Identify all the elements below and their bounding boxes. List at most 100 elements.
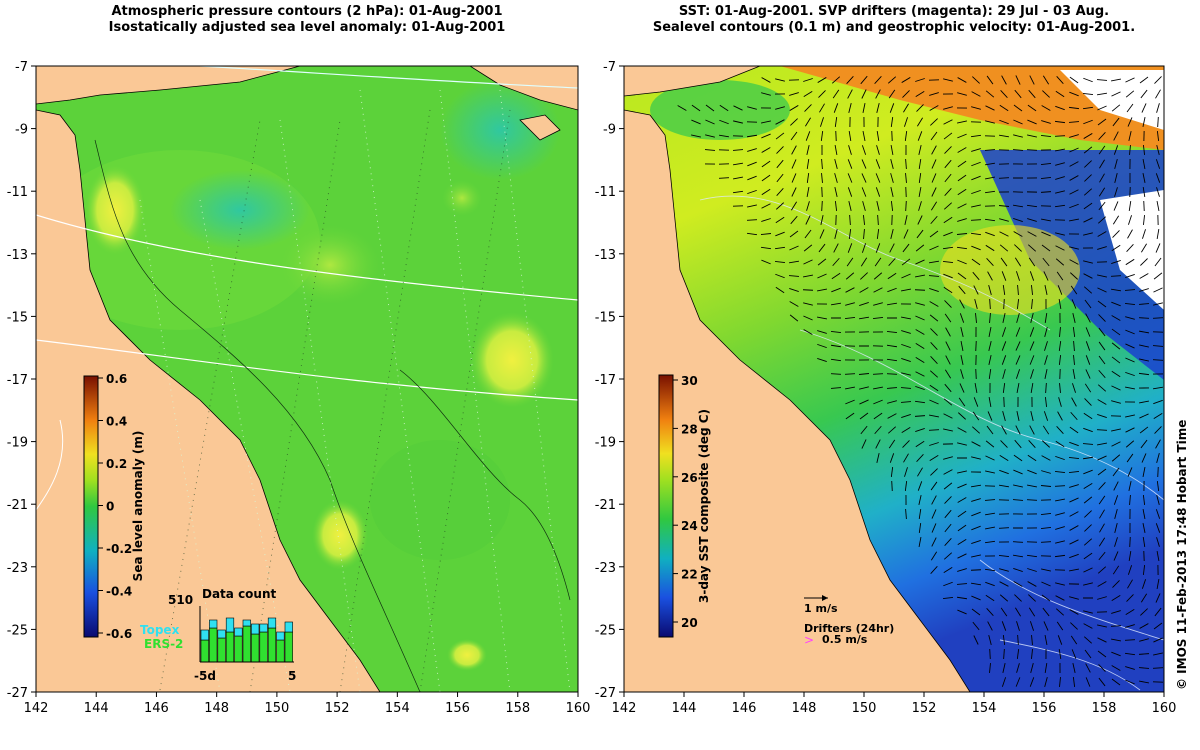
velocity-arrow: [970, 232, 982, 236]
velocity-arrow: [1014, 439, 1022, 449]
velocity-arrow: [918, 508, 922, 520]
velocity-arrow: [1142, 186, 1146, 198]
colorbar-tick-label: 30: [681, 374, 698, 388]
velocity-arrow: [1098, 187, 1106, 197]
inset-bar-ers2: [242, 625, 251, 663]
velocity-arrow: [904, 117, 908, 127]
velocity-arrow: [1097, 216, 1107, 224]
velocity-arrow: [1028, 594, 1036, 602]
velocity-arrow: [760, 246, 772, 250]
velocity-arrow: [1071, 299, 1077, 309]
velocity-arrow: [761, 218, 771, 222]
velocity-arrow: [1083, 469, 1093, 475]
velocity-arrow: [1055, 176, 1065, 180]
colorbar-tick-label: -0.4: [106, 585, 132, 599]
velocity-arrow: [1083, 538, 1093, 546]
velocity-arrow: [1040, 526, 1052, 530]
x-tick-label: 150: [852, 701, 877, 716]
velocity-arrow: [1054, 554, 1066, 558]
velocity-arrow: [1152, 359, 1164, 361]
velocity-arrow: [1069, 568, 1079, 572]
velocity-arrow: [1157, 116, 1159, 128]
velocity-arrow: [1140, 593, 1148, 603]
velocity-arrow: [943, 231, 953, 237]
velocity-arrow: [1069, 426, 1079, 434]
velocity-arrow: [861, 159, 867, 169]
drifters-legend: Drifters (24hr) > 0.5 m/s: [804, 622, 894, 647]
velocity-arrow: [1097, 231, 1107, 237]
velocity-arrow: [1139, 400, 1149, 404]
velocity-arrow: [790, 215, 798, 225]
velocity-arrow: [890, 116, 894, 128]
velocity-arrow: [1059, 382, 1061, 394]
velocity-arrow: [832, 89, 840, 99]
velocity-arrow: [876, 453, 880, 463]
velocity-arrow: [830, 373, 842, 375]
velocity-arrow: [929, 92, 939, 96]
velocity-arrow: [1040, 135, 1052, 137]
velocity-arrow: [1069, 76, 1079, 84]
velocity-arrow: [901, 258, 911, 266]
velocity-arrow: [985, 581, 995, 587]
velocity-arrow: [944, 509, 952, 519]
velocity-arrow: [985, 470, 995, 474]
y-tick-label: -9: [15, 123, 28, 138]
velocity-arrow: [1125, 679, 1135, 685]
velocity-arrow: [1042, 75, 1050, 85]
velocity-arrow: [791, 159, 797, 169]
colorbar-tick-label: 28: [681, 422, 698, 436]
velocity-arrow: [876, 103, 880, 113]
velocity-arrow: [1156, 130, 1160, 142]
velocity-arrow: [1016, 313, 1020, 323]
velocity-arrow: [817, 258, 827, 266]
velocity-arrow: [915, 329, 925, 335]
velocity-arrow: [986, 75, 994, 85]
velocity-arrow: [1125, 77, 1135, 83]
velocity-arrow: [931, 523, 937, 533]
velocity-arrow: [1058, 340, 1062, 352]
velocity-arrow: [1085, 313, 1091, 323]
velocity-arrow: [1141, 243, 1147, 253]
inset-bar-ers2: [217, 637, 226, 663]
velocity-arrow: [1125, 414, 1135, 418]
velocity-arrow: [972, 271, 980, 281]
velocity-arrow: [918, 172, 922, 184]
velocity-arrow: [1041, 231, 1051, 237]
velocity-arrow: [861, 145, 867, 155]
velocity-arrow: [862, 103, 866, 113]
velocity-arrow: [1014, 89, 1022, 99]
velocity-arrow: [904, 215, 908, 225]
velocity-arrow: [1068, 106, 1080, 110]
velocity-arrow: [959, 313, 965, 323]
velocity-arrow: [999, 454, 1009, 462]
velocity-arrow: [761, 92, 771, 96]
velocity-arrow: [943, 273, 953, 279]
velocity-arrow: [918, 522, 922, 534]
velocity-arrow: [775, 202, 785, 210]
velocity-arrow: [1127, 467, 1133, 477]
velocity-arrow: [1083, 636, 1093, 644]
velocity-arrow: [776, 173, 784, 183]
velocity-arrow: [861, 439, 867, 449]
velocity-arrow: [989, 662, 991, 674]
velocity-arrow: [1015, 355, 1021, 365]
velocity-arrow: [1084, 160, 1092, 168]
velocity-arrow: [844, 373, 856, 375]
velocity-arrow: [790, 131, 798, 141]
velocity-arrow: [957, 497, 967, 503]
velocity-arrow: [1000, 607, 1008, 617]
velocity-arrow: [1082, 106, 1094, 110]
velocity-arrow: [918, 145, 922, 155]
velocity-arrow: [1111, 678, 1121, 686]
velocity-arrow: [1068, 457, 1080, 459]
velocity-arrow: [845, 399, 855, 405]
velocity-arrow: [984, 149, 996, 151]
velocity-arrow: [1129, 494, 1131, 506]
velocity-arrow: [972, 76, 980, 84]
velocity-arrow: [1111, 244, 1121, 252]
velocity-arrow: [958, 397, 966, 407]
velocity-arrow: [845, 412, 855, 420]
velocity-arrow: [1026, 149, 1038, 151]
velocity-arrow: [845, 272, 855, 280]
velocity-arrow: [817, 330, 827, 334]
